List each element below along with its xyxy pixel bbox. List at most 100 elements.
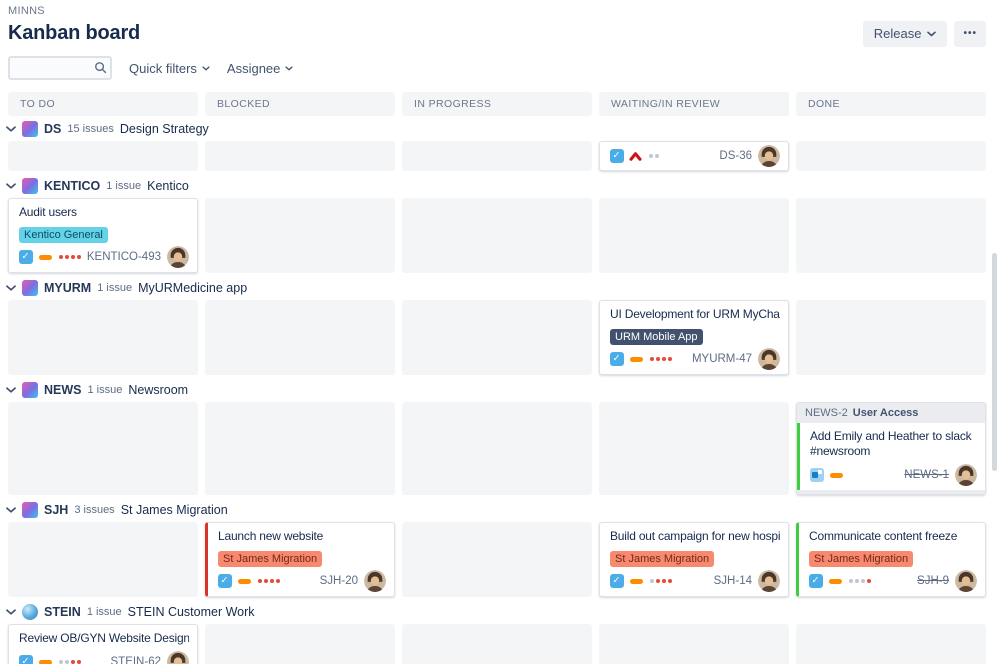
issue-card[interactable]: Review OB/GYN Website Design STEIN-62 — [8, 624, 198, 664]
day-dot — [668, 357, 672, 361]
column-header-waiting-in-review: WAITING/IN REVIEW — [599, 92, 789, 116]
swimlane-key: STEIN — [44, 605, 81, 619]
issue-card[interactable]: DS-36 — [599, 141, 789, 171]
chevron-down-icon[interactable] — [6, 126, 16, 132]
swimlane-issue-count: 15 issues — [67, 123, 114, 135]
chevron-down-icon[interactable] — [6, 507, 16, 513]
avatar — [758, 145, 780, 167]
parent-issue-strip[interactable]: NEWS-2 User Access — [797, 403, 985, 423]
swimlane-header-ds: DS 15 issues Design Strategy — [6, 119, 999, 139]
project-avatar-icon — [22, 502, 38, 518]
priority-medium-icon — [829, 578, 842, 584]
day-dot — [867, 579, 871, 583]
swimlane-header-kentico: KENTICO 1 issue Kentico — [6, 176, 999, 196]
card-title: Build out campaign for new hospital — [610, 529, 780, 543]
swimlane-issue-count: 1 issue — [86, 606, 122, 618]
assignee-label: Assignee — [226, 60, 281, 76]
day-dot — [849, 579, 853, 583]
avatar — [955, 464, 977, 486]
priority-medium-icon — [830, 472, 843, 478]
board-cell — [402, 522, 592, 597]
search-input[interactable] — [8, 56, 112, 80]
release-button[interactable]: Release — [862, 20, 948, 47]
parent-issue-key: NEWS-2 — [805, 407, 848, 419]
quick-filters-label: Quick filters — [129, 60, 197, 76]
board-cell — [599, 402, 789, 495]
epic-label[interactable]: St James Migration — [610, 551, 715, 567]
epic-label[interactable]: URM Mobile App — [610, 329, 703, 345]
card-group: NEWS-2 User Access Add Emily and Heather t… — [796, 402, 986, 495]
subtask-icon — [810, 468, 824, 482]
column-header-to-do: TO DO — [8, 92, 198, 116]
issue-card[interactable]: Audit users Kentico General KENTICO-493 — [8, 198, 198, 273]
swimlane-issue-count: 3 issues — [74, 504, 115, 516]
days-in-column-dots — [258, 579, 280, 583]
issue-key: MYURM-47 — [691, 353, 752, 365]
more-button[interactable]: ••• — [954, 20, 986, 47]
task-icon — [809, 574, 823, 588]
card-title: Add Emily and Heather to slack #newsroom — [810, 429, 972, 458]
search-box — [8, 56, 112, 80]
day-dot — [662, 357, 666, 361]
board-cell: Build out campaign for new hospital St Ja… — [599, 522, 789, 597]
days-in-column-dots — [650, 357, 672, 361]
issue-card[interactable]: Communicate content freeze St James Migra… — [796, 522, 986, 597]
days-in-column-dots — [59, 255, 81, 259]
issue-card[interactable]: Add Emily and Heather to slack #newsroom… — [797, 423, 985, 490]
card-label-row: Kentico General — [19, 225, 189, 243]
board-cell — [205, 624, 395, 664]
chevron-down-icon — [202, 65, 210, 71]
card-title: Communicate content freeze — [809, 529, 958, 543]
card-footer: SJH-20 — [218, 570, 386, 592]
days-in-column-dots — [649, 154, 659, 158]
board-cell — [796, 624, 986, 664]
priority-medium-icon — [630, 578, 643, 584]
chevron-down-icon[interactable] — [6, 285, 16, 291]
epic-label[interactable]: Kentico General — [19, 227, 108, 243]
day-dot — [71, 255, 75, 259]
day-dot — [270, 579, 274, 583]
chevron-down-icon[interactable] — [6, 609, 16, 615]
project-avatar-icon — [22, 121, 38, 137]
issue-key: NEWS-1 — [904, 469, 949, 481]
board-cell — [599, 624, 789, 664]
board-cell — [8, 141, 198, 171]
swimlane-row: Launch new website St James Migration SJH-… — [0, 522, 999, 597]
breadcrumb[interactable]: MINNS — [8, 5, 45, 17]
swimlane-header-stein: STEIN 1 issue STEIN Customer Work — [6, 602, 999, 622]
issue-key: SJH-20 — [319, 575, 358, 587]
task-icon — [610, 574, 624, 588]
board-cell: NEWS-2 User Access Add Emily and Heather t… — [796, 402, 986, 495]
day-dot — [71, 660, 75, 664]
swimlane-row: NEWS-2 User Access Add Emily and Heather t… — [0, 402, 999, 495]
topbar: MINNS Kanban board Release ••• — [0, 0, 999, 80]
card-footer: STEIN-62 — [19, 651, 189, 664]
board-cell — [599, 198, 789, 273]
assignee-button[interactable]: Assignee — [227, 61, 293, 76]
priority-highest-icon — [629, 151, 642, 162]
board-cell — [205, 141, 395, 171]
issue-card[interactable]: Build out campaign for new hospital St Ja… — [599, 522, 789, 597]
swimlane-row: Review OB/GYN Website Design STEIN-62 — [0, 624, 999, 664]
swimlane-issue-count: 1 issue — [87, 384, 123, 396]
task-icon — [19, 250, 33, 264]
board-cell — [402, 198, 592, 273]
avatar — [955, 570, 977, 592]
scrollbar-thumb[interactable] — [992, 253, 997, 471]
issue-card[interactable]: Launch new website St James Migration SJH-… — [205, 522, 395, 597]
quick-filters-button[interactable]: Quick filters — [129, 61, 210, 76]
chevron-down-icon[interactable] — [6, 387, 16, 393]
project-avatar-icon — [22, 178, 38, 194]
board-cell — [205, 300, 395, 375]
epic-label[interactable]: St James Migration — [809, 551, 914, 567]
epic-label[interactable]: St James Migration — [218, 551, 323, 567]
card-footer: KENTICO-493 — [19, 246, 189, 268]
project-avatar-icon — [22, 382, 38, 398]
chevron-down-icon[interactable] — [6, 183, 16, 189]
card-title: Launch new website — [218, 529, 324, 543]
day-dot — [855, 579, 859, 583]
board-cell — [796, 198, 986, 273]
swimlane-name: St James Migration — [120, 503, 228, 517]
issue-card[interactable]: UI Development for URM MyChart app URM Mo… — [599, 300, 789, 375]
